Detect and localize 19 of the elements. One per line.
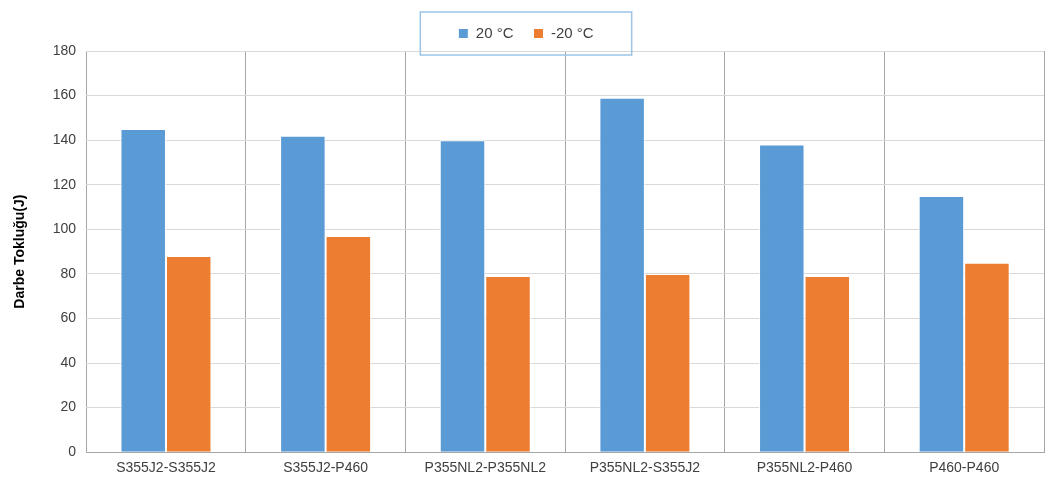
y-tick-label: 60: [60, 309, 77, 326]
y-tick-label: 180: [52, 41, 77, 58]
x-tick-label: P355NL2-P355NL2: [424, 459, 547, 476]
legend-label: 20 °C: [475, 23, 514, 41]
y-tick-label: 140: [52, 131, 77, 148]
x-tick-label: P355NL2-P460: [756, 459, 853, 476]
x-tick-label: S355J2-S355J2: [116, 459, 216, 476]
y-tick-label: 160: [52, 86, 77, 103]
x-tick-label: P355NL2-S355J2: [589, 459, 701, 476]
legend-label: -20 °C: [551, 23, 594, 41]
y-tick-label: 120: [52, 175, 77, 192]
y-tick-label: 40: [60, 353, 77, 370]
y-tick-label: 100: [52, 220, 77, 237]
y-tick-label: 80: [60, 264, 77, 281]
y-axis-title: Darbe Tokluğu(J): [11, 194, 28, 309]
x-tick-label: P460-P460: [929, 459, 1000, 476]
x-tick-label: S355J2-P460: [283, 459, 369, 476]
y-tick-label: 20: [60, 398, 77, 415]
y-tick-label: 0: [68, 443, 77, 460]
